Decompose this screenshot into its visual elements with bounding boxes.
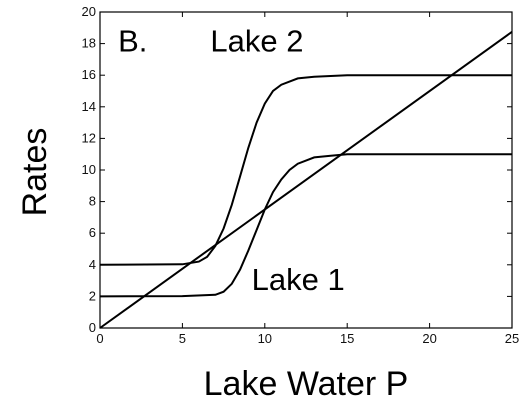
x-axis-label: Lake Water P — [204, 365, 409, 403]
series-line-linear — [99, 30, 513, 329]
y-tick-label: 8 — [89, 194, 96, 209]
x-tick-label: 5 — [179, 331, 186, 346]
x-tick-label: 0 — [96, 331, 103, 346]
series-line-lake-1 — [99, 153, 512, 298]
y-tick-label: 0 — [89, 320, 96, 335]
x-tick-label: 25 — [505, 331, 519, 346]
y-tick-label: 10 — [82, 162, 96, 177]
annotation-lake-2: Lake 2 — [210, 24, 303, 59]
annotation-b: B. — [118, 24, 147, 59]
y-tick-label: 2 — [89, 288, 96, 303]
y-tick-label: 16 — [82, 67, 96, 82]
series-line-lake-2 — [99, 74, 512, 266]
y-axis-label: Rates — [16, 128, 54, 217]
plot-area: 0 2 4 6 8 10 12 14 16 18 20 0 5 10 15 20 25 B. Lake 2 Lake … — [82, 4, 520, 346]
y-tick-label: 12 — [82, 130, 96, 145]
x-tick-label: 20 — [422, 331, 436, 346]
y-tick-label: 20 — [82, 4, 96, 19]
x-tick-label: 15 — [340, 331, 354, 346]
y-tick-label: 4 — [89, 257, 96, 272]
x-tick-label: 10 — [258, 331, 272, 346]
y-tick-label: 18 — [82, 36, 96, 51]
annotation-lake-1: Lake 1 — [252, 262, 345, 297]
y-tick-label: 14 — [82, 99, 96, 114]
y-tick-label: 6 — [89, 225, 96, 240]
